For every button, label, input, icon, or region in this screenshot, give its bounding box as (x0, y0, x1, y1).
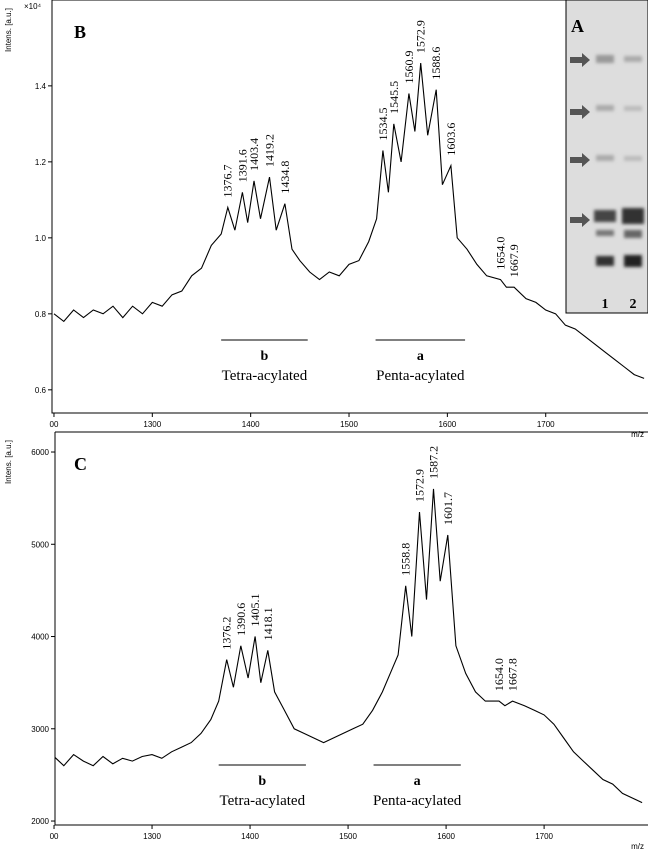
peak-label: 1558.8 (399, 543, 413, 576)
group-letter: b (258, 774, 266, 789)
peak-label: 1560.9 (402, 50, 416, 83)
x-tick-label: 00 (50, 420, 59, 429)
peak-label: 1390.6 (234, 603, 248, 636)
x-tick-label: 1300 (143, 420, 161, 429)
axis-frame (54, 431, 648, 826)
lane-label: 2 (630, 297, 637, 312)
spectrum (55, 488, 643, 804)
x-axis-label: m/z (631, 430, 644, 439)
axis-frame (51, 0, 648, 414)
y-tick-label: 3000 (31, 725, 49, 734)
x-tick-label: 1500 (340, 420, 358, 429)
x-tick-label: 1600 (438, 420, 456, 429)
peak-label: 1572.9 (413, 469, 427, 502)
peak-label: 1654.0 (492, 658, 506, 691)
group-name: Tetra-acylated (222, 368, 308, 384)
peak-label: 1572.9 (414, 20, 428, 53)
group-name: Tetra-acylated (220, 793, 306, 809)
panel-letter: C (74, 454, 87, 474)
spectrum (53, 63, 645, 379)
group-name: Penta-acylated (373, 793, 462, 809)
x-axis-label: m/z (631, 842, 644, 851)
y-exponent: ×10⁴ (24, 2, 42, 11)
group-letter: a (417, 349, 424, 364)
x-tick-label: 1700 (535, 832, 553, 841)
group-letter: a (414, 774, 421, 789)
panel-letter: A (571, 16, 584, 36)
peak-label: 1545.5 (387, 81, 401, 114)
peak-label: 1587.2 (427, 446, 441, 479)
peak-label: 1603.6 (444, 123, 458, 156)
peak-label: 1588.6 (429, 47, 443, 80)
x-tick-label: 00 (50, 832, 59, 841)
gel-inset: A 1 2 (565, 0, 648, 314)
y-tick-label: 0.8 (35, 310, 47, 319)
y-tick-label: 1.0 (35, 234, 47, 243)
peak-label: 1434.8 (278, 161, 292, 194)
y-tick-label: 6000 (31, 448, 49, 457)
panel-letter: B (74, 22, 86, 42)
x-tick-label: 1400 (241, 832, 259, 841)
y-axis-label: Intens. [a.u.] (4, 440, 13, 484)
x-tick-label: 1300 (143, 832, 161, 841)
peak-label: 1403.4 (247, 138, 261, 171)
x-tick-label: 1700 (537, 420, 555, 429)
peak-label: 1391.6 (235, 149, 249, 182)
y-axis-label: Intens. [a.u.] (4, 8, 13, 52)
y-tick-label: 5000 (31, 540, 49, 549)
peak-label: 1601.7 (441, 492, 455, 525)
peak-label: 1376.7 (221, 164, 235, 197)
y-tick-label: 2000 (31, 817, 49, 826)
y-tick-label: 1.4 (35, 82, 47, 91)
y-tick-label: 4000 (31, 633, 49, 642)
x-tick-label: 1400 (242, 420, 260, 429)
peak-label: 1418.1 (261, 607, 275, 640)
peak-label: 1419.2 (263, 134, 277, 167)
lane-label: 1 (602, 297, 609, 312)
peak-label: 1534.5 (376, 107, 390, 140)
y-tick-label: 0.6 (35, 386, 47, 395)
group-letter: b (261, 349, 269, 364)
gel-bands (594, 55, 644, 267)
arrows (570, 53, 590, 227)
peak-label: 1376.2 (220, 617, 234, 650)
peak-label: 1405.1 (248, 594, 262, 627)
x-tick-label: 1600 (437, 832, 455, 841)
x-tick-label: 1500 (339, 832, 357, 841)
peak-label: 1654.0 (493, 237, 507, 270)
peak-label: 1667.8 (506, 658, 520, 691)
peak-label: 1667.9 (507, 244, 521, 277)
group-name: Penta-acylated (376, 368, 465, 384)
y-tick-label: 1.2 (35, 158, 47, 167)
